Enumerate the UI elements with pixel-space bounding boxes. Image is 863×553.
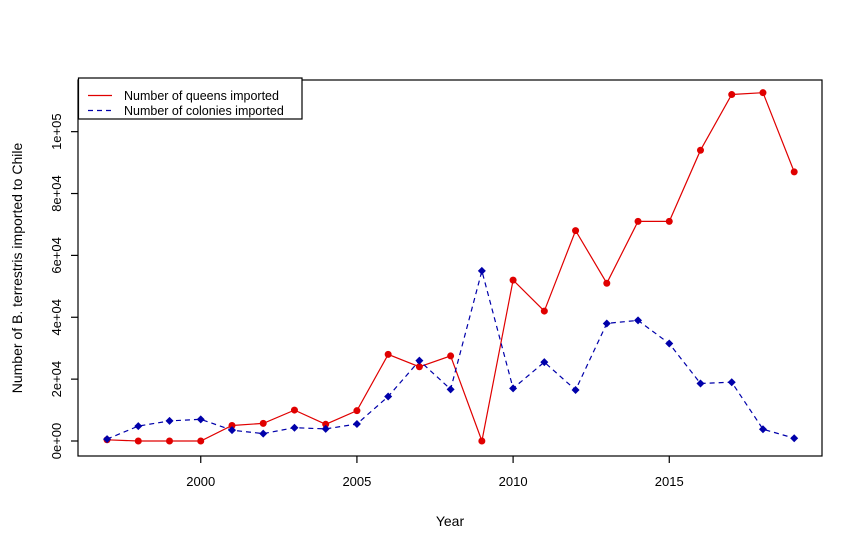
point-colonies-2003 (290, 423, 299, 432)
y-tick-label-2e+04: 2e+04 (49, 361, 64, 398)
point-colonies-2017 (727, 378, 736, 387)
data-series (103, 89, 799, 445)
y-tick-label-0e+00: 0e+00 (49, 423, 64, 460)
point-queens-2003 (290, 406, 298, 414)
plot-area-border (77, 79, 823, 457)
point-queens-1998 (134, 437, 142, 445)
point-queens-2017 (728, 91, 736, 99)
x-axis-title: Year (436, 513, 465, 529)
point-queens-2013 (603, 279, 611, 287)
point-queens-1999 (166, 437, 174, 445)
point-colonies-2016 (696, 379, 705, 388)
point-queens-2006 (384, 350, 392, 358)
point-queens-2002 (259, 419, 267, 427)
point-colonies-2018 (758, 425, 767, 434)
legend: Number of queens imported Number of colo… (77, 77, 303, 120)
point-colonies-2015 (665, 339, 674, 348)
y-tick-label-1e+05: 1e+05 (49, 113, 64, 150)
point-colonies-2005 (352, 419, 361, 428)
point-queens-2005 (353, 407, 361, 415)
point-queens-2001 (228, 422, 236, 430)
y-tick-label-6e+04: 6e+04 (49, 237, 64, 274)
y-tick-label-4e+04: 4e+04 (49, 299, 64, 336)
point-colonies-2004 (321, 424, 330, 433)
axes: 2000 2005 2010 2015 0e+00 2e+04 4e+04 6e+04 8e+0… (49, 113, 684, 489)
point-colonies-1997 (103, 435, 112, 444)
point-queens-2019 (790, 168, 798, 176)
point-queens-2000 (197, 437, 205, 445)
point-colonies-2007 (415, 356, 424, 365)
point-colonies-2000 (196, 415, 205, 424)
point-queens-2008 (447, 352, 455, 360)
point-queens-2011 (540, 307, 548, 315)
point-colonies-2008 (446, 385, 455, 394)
x-tick-label-2015: 2015 (655, 474, 684, 489)
point-colonies-2019 (790, 434, 799, 443)
y-axis-title: Number of B. terrestris imported to Chil… (9, 143, 25, 394)
point-colonies-2002 (259, 429, 268, 438)
point-queens-2012 (572, 227, 580, 235)
point-colonies-2013 (602, 319, 611, 328)
x-tick-label-2000: 2000 (186, 474, 215, 489)
legend-box (77, 77, 303, 120)
point-queens-2007 (415, 363, 423, 371)
point-colonies-2001 (227, 426, 236, 435)
point-queens-2004 (322, 420, 330, 428)
point-colonies-2014 (634, 316, 643, 325)
point-queens-2016 (696, 146, 704, 154)
legend-label-queens: Number of queens imported (124, 89, 279, 103)
point-colonies-1998 (134, 422, 143, 431)
point-queens-2009 (478, 437, 486, 445)
point-colonies-2006 (384, 392, 393, 401)
point-queens-2014 (634, 217, 642, 225)
x-tick-label-2005: 2005 (342, 474, 371, 489)
point-colonies-2010 (509, 384, 518, 393)
point-queens-2018 (759, 89, 767, 97)
point-colonies-1999 (165, 416, 174, 425)
point-queens-2010 (509, 276, 517, 284)
point-colonies-2011 (540, 358, 549, 367)
point-colonies-2012 (571, 385, 580, 394)
legend-label-colonies: Number of colonies imported (124, 104, 284, 118)
y-tick-label-8e+04: 8e+04 (49, 175, 64, 212)
point-colonies-2009 (477, 266, 486, 275)
point-queens-2015 (665, 217, 673, 225)
x-tick-label-2010: 2010 (499, 474, 528, 489)
